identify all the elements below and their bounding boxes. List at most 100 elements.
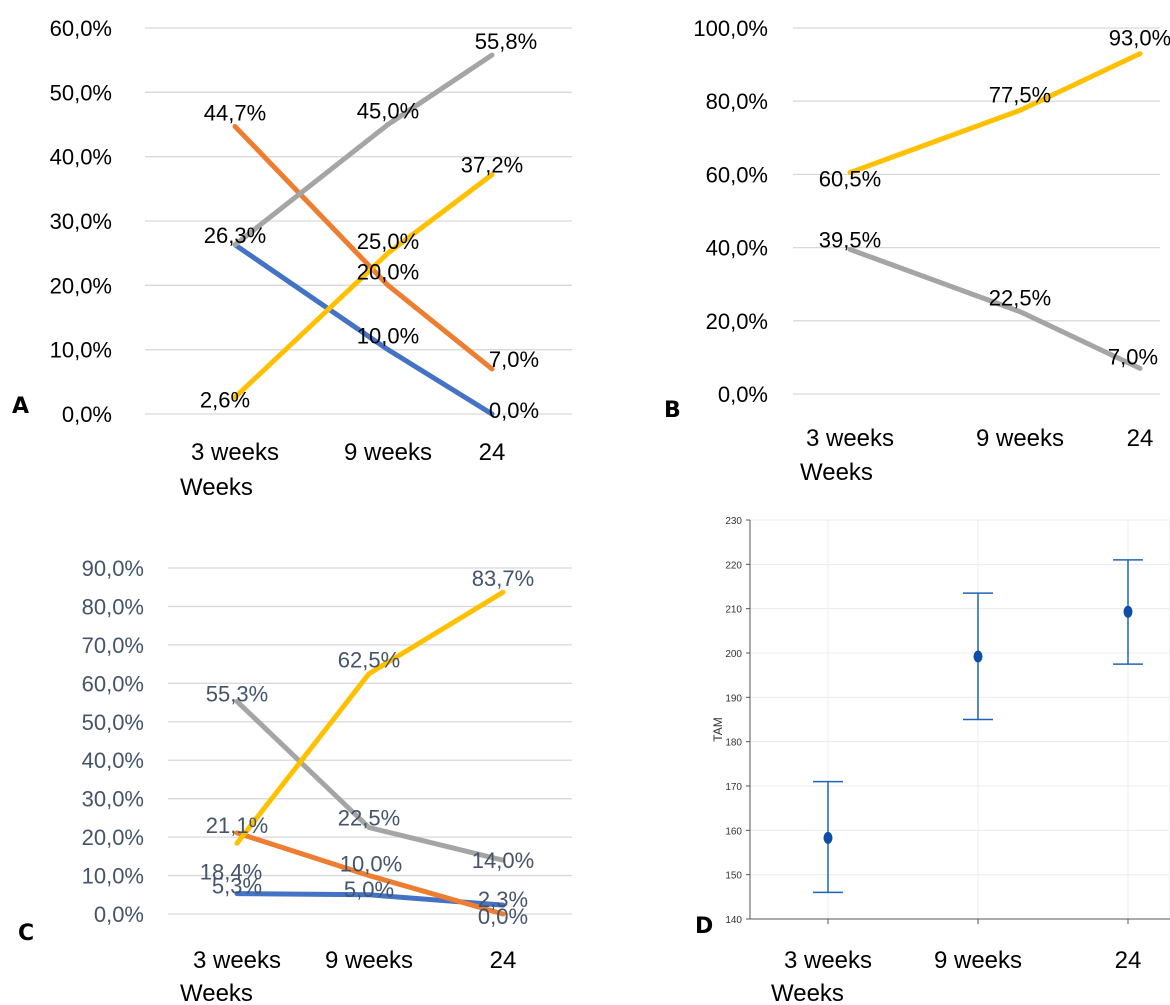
y-tick-label: 170 [725,782,742,793]
y-tick-label: 30,0% [82,787,144,812]
data-label: 83,7% [472,566,534,591]
data-label: 37,2% [461,153,523,178]
error-bar-chart-d: 140 150 160 170 180 190 200 210 220 230 TAM 3 weeks… [711,516,1170,1005]
x-tick-label: 9 weeks [976,425,1064,452]
y-tick-label: 60,0% [50,16,112,41]
data-label: 0,0% [478,904,528,929]
panel-label-b: B [664,398,681,423]
chart-panel-d: 140 150 160 170 180 190 200 210 220 230 TAM 3 weeks… [585,500,1170,1005]
y-tick-label: 30,0% [50,209,112,234]
x-tick-label: 3 weeks [784,947,872,974]
y-tick-label: 80,0% [706,89,768,114]
y-tick-label: 100,0% [693,16,768,41]
y-tick-label: 40,0% [82,748,144,773]
data-label: 62,5% [338,648,400,673]
panel-label-a: A [12,394,30,419]
y-tick-label: 20,0% [82,825,144,850]
y-tick-label: 150 [725,871,742,882]
y-tick-label: 160 [725,826,742,837]
data-label: 2,3% [478,887,528,912]
y-tick-label: 50,0% [50,80,112,105]
y-tick-label: 80,0% [82,594,144,619]
y-tick-label: 210 [725,605,742,616]
chart-panel-a: 0,0% 10,0% 20,0% 30,0% 40,0% 50,0% 60,0% 3 week… [0,0,585,501]
y-tick-label: 10,0% [82,864,144,889]
series-line [234,830,506,917]
panel-label-c: C [18,921,35,946]
x-tick-label: 9 weeks [325,947,413,974]
data-label: 0,0% [489,398,539,423]
y-tick-label: 0,0% [94,902,144,927]
y-tick-label: 200 [725,649,742,660]
y-tick-label: 0,0% [62,402,112,427]
x-tick-label: 3 weeks [191,439,279,466]
x-tick-label: 24 [479,439,506,466]
data-label: 55,8% [475,29,537,54]
line-chart-a: 0,0% 10,0% 20,0% 30,0% 40,0% 50,0% 60,0% 3 week… [50,16,572,501]
x-axis-title: Weeks [180,980,253,1005]
y-tick-label: 140 [725,915,742,926]
data-label: 21,1% [206,813,268,838]
data-label: 5,0% [344,877,394,902]
data-label: 10,0% [340,852,402,877]
data-label: 10,0% [357,324,419,349]
mean-point [1123,605,1133,618]
data-label: 20,0% [357,259,419,284]
data-label: 18,4% [200,859,262,884]
mean-point [973,650,983,663]
data-label: 60,5% [819,167,881,192]
y-tick-label: 10,0% [50,338,112,363]
data-label: 5,3% [212,874,262,899]
data-label: 7,0% [489,347,539,372]
series-line [232,123,495,372]
x-axis-title: Weeks [771,980,844,1005]
plot-area [749,519,1170,920]
data-label: 44,7% [204,100,266,125]
y-tick-label: 90,0% [82,556,144,581]
panel-label-d: D [695,914,714,939]
y-tick-label: 40,0% [706,236,768,261]
data-label: 2,6% [200,387,250,412]
y-tick-label: 60,0% [82,671,144,696]
series-line [847,246,1143,371]
data-label: 55,3% [206,681,268,706]
x-tick-label: 3 weeks [806,425,894,452]
y-tick-label: 50,0% [82,710,144,735]
y-tick-label: 220 [725,560,742,571]
x-axis-title: Weeks [180,474,253,501]
series-line [847,51,1143,176]
x-tick-label: 3 weeks [193,947,281,974]
x-tick-label: 9 weeks [934,947,1022,974]
y-tick-label: 180 [725,738,742,749]
x-tick-label: 9 weeks [344,439,432,466]
line-chart-c: 0,0% 10,0% 20,0% 30,0% 40,0% 50,0% 60,0% 70,0% 8… [82,556,572,1005]
y-tick-label: 40,0% [50,145,112,170]
series-line [232,52,495,248]
series-line [234,698,506,863]
y-tick-label: 20,0% [706,309,768,334]
data-label: 77,5% [989,82,1051,107]
data-label: 7,0% [1108,344,1158,369]
data-label: 26,3% [204,223,266,248]
y-tick-label: 70,0% [82,633,144,658]
data-label: 39,5% [819,227,881,252]
series-line [232,172,495,400]
data-label: 22,5% [338,806,400,831]
chart-panel-c: 0,0% 10,0% 20,0% 30,0% 40,0% 50,0% 60,0% 70,0% 8… [0,500,585,1005]
y-axis-title: TAM [711,717,725,741]
data-label: 45,0% [357,99,419,124]
data-label: 93,0% [1109,26,1170,51]
x-axis-title: Weeks [800,459,873,486]
mean-point [823,831,833,844]
y-tick-label: 0,0% [718,382,768,407]
x-tick-label: 24 [490,947,517,974]
line-chart-b: 0,0% 20,0% 40,0% 60,0% 80,0% 100,0% 3 weeks 9 w… [693,16,1170,486]
y-tick-label: 230 [725,516,742,527]
x-tick-label: 24 [1115,947,1142,974]
y-tick-label: 20,0% [50,273,112,298]
y-tick-label: 60,0% [706,162,768,187]
data-label: 25,0% [357,229,419,254]
data-label: 22,5% [989,286,1051,311]
series-line [232,242,495,417]
data-label: 14,0% [472,848,534,873]
